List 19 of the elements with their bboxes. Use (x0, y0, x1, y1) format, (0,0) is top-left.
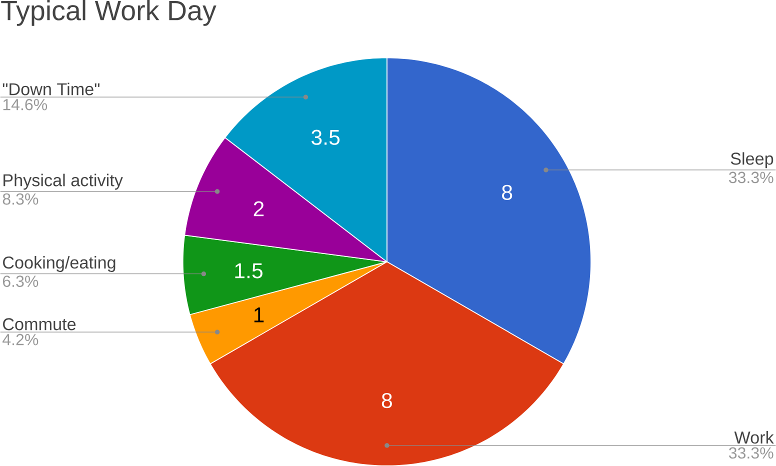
data-label: 3.5 (312, 130, 340, 145)
slice-label: "Down Time" (2, 82, 100, 96)
data-label: 1.5 (235, 263, 262, 278)
data-label: 2 (254, 201, 264, 216)
slice-label: Work (734, 430, 774, 444)
chart-title: Typical Work Day (1, 0, 216, 26)
text: 33.3% (728, 172, 774, 184)
slice-label: Physical activity (4, 174, 123, 190)
slice-label: Sleep (730, 152, 774, 168)
text: 4.2% (2, 334, 38, 346)
data-label: 8 (502, 184, 512, 200)
text: 8.3% (2, 193, 38, 205)
data-label: 8 (382, 392, 392, 408)
text: 14.6% (3, 98, 48, 110)
text: 6.3% (2, 276, 38, 287)
data-label: 1 (254, 307, 264, 322)
text: 33.3% (728, 447, 774, 458)
slice-label: Cooking/eating (3, 256, 116, 272)
slice-label: Commute (3, 318, 76, 330)
